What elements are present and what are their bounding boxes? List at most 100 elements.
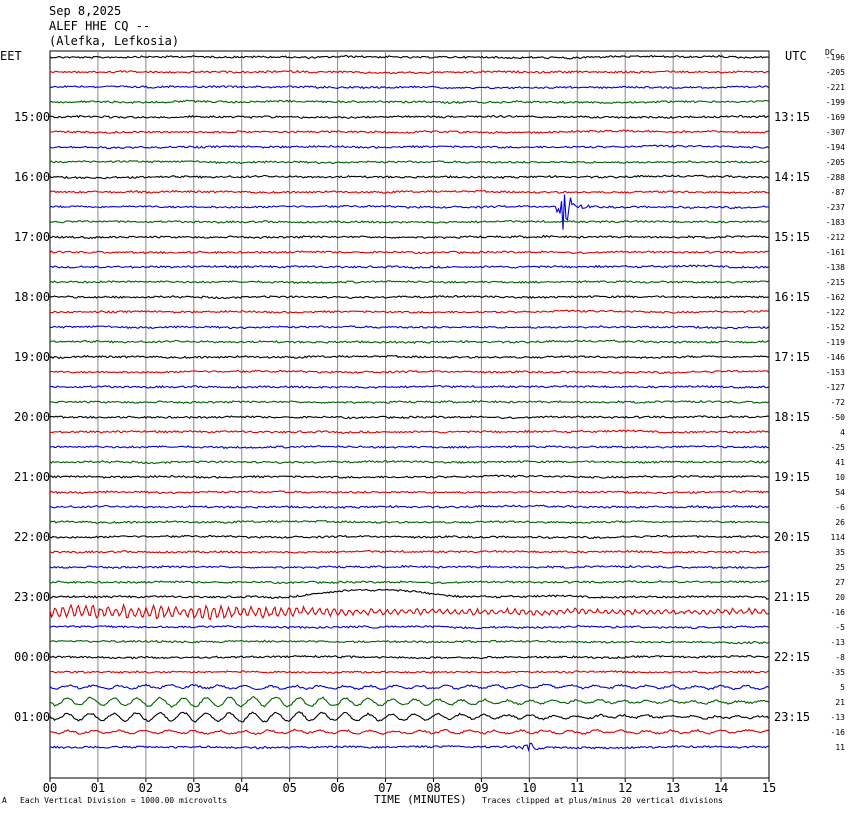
trace-line (49, 384, 769, 389)
left-time-label: 00:00 (14, 650, 50, 664)
trace-line (49, 354, 769, 360)
trace-line (50, 474, 769, 479)
x-tick-label: 04 (235, 781, 249, 795)
trace-line (49, 683, 769, 691)
dc-offset-label: -237 (826, 203, 845, 212)
dc-offset-label: -25 (831, 443, 846, 452)
dc-offset-label: -16 (831, 728, 846, 737)
x-tick-label: 01 (91, 781, 105, 795)
trace-line (49, 742, 769, 753)
dc-offset-label: -205 (826, 158, 845, 167)
trace-line (49, 728, 769, 736)
dc-offset-label: -205 (826, 68, 845, 77)
dc-offset-label: 26 (835, 518, 845, 527)
right-time-label: 13:15 (774, 110, 810, 124)
x-tick-label: 06 (330, 781, 344, 795)
trace-line (49, 194, 769, 230)
dc-offset-label: -127 (826, 383, 845, 392)
trace-line (49, 160, 769, 165)
dc-offset-label: -194 (826, 143, 845, 152)
dc-offset-label: -87 (831, 188, 846, 197)
right-time-label: 23:15 (774, 710, 810, 724)
dc-offset-label: -153 (826, 368, 845, 377)
dc-offset-label: -50 (831, 413, 846, 422)
dc-offset-label: 5 (840, 683, 845, 692)
right-time-label: 14:15 (774, 170, 810, 184)
dc-offset-label: -307 (826, 128, 845, 137)
dc-offset-label: -72 (831, 398, 846, 407)
header-date: Sep 8,2025 (49, 4, 122, 18)
dc-offset-label: -138 (826, 263, 845, 272)
trace-line (49, 490, 769, 495)
dc-offset-label: 10 (835, 473, 845, 482)
dc-offset-label: -169 (826, 113, 845, 122)
trace-line (49, 234, 769, 240)
dc-offset-label: -6 (835, 503, 845, 512)
corner-mark: A (2, 796, 7, 805)
dc-offset-label: 21 (835, 698, 845, 707)
dc-offset-label: 20 (835, 593, 845, 602)
x-tick-label: 15 (762, 781, 776, 795)
dc-offset-label: 41 (835, 458, 845, 467)
trace-line (49, 711, 769, 723)
dc-offset-label: -146 (826, 353, 845, 362)
trace-line (49, 520, 769, 525)
dc-offset-header: DC (825, 48, 835, 57)
trace-line (49, 144, 769, 150)
trace-line (50, 114, 769, 119)
trace-line (49, 654, 769, 660)
trace-line (49, 129, 769, 135)
x-tick-label: 14 (714, 781, 728, 795)
clip-note: Traces clipped at plus/minus 20 vertical… (482, 796, 723, 805)
x-tick-label: 07 (378, 781, 392, 795)
left-time-label: 23:00 (14, 590, 50, 604)
x-tick-label: 02 (139, 781, 153, 795)
dc-offset-label: 11 (835, 743, 845, 752)
x-tick-label: 03 (187, 781, 201, 795)
dc-offset-label: 35 (835, 548, 845, 557)
trace-line (49, 415, 769, 420)
right-time-label: 18:15 (774, 410, 810, 424)
trace-line (49, 295, 769, 300)
trace-line (49, 588, 769, 600)
dc-offset-label: -13 (831, 638, 846, 647)
trace-line (50, 325, 769, 330)
dc-offset-label: -5 (835, 623, 845, 632)
trace-line (49, 264, 769, 269)
x-tick-label: 13 (666, 781, 680, 795)
trace-line (49, 189, 769, 195)
dc-offset-label: -35 (831, 668, 846, 677)
header-station: ALEF HHE CQ -- (49, 19, 151, 33)
trace-line (49, 639, 769, 645)
dc-offset-label: -16 (831, 608, 846, 617)
trace-line (49, 603, 769, 621)
dc-offset-label: -212 (826, 233, 845, 242)
dc-offset-label: -119 (826, 338, 845, 347)
trace-line (49, 84, 769, 90)
trace-line (49, 696, 769, 708)
left-time-label: 16:00 (14, 170, 50, 184)
trace-line (49, 54, 769, 60)
x-tick-label: 09 (474, 781, 488, 795)
left-time-label: 15:00 (14, 110, 50, 124)
trace-line (49, 99, 769, 105)
trace-line (49, 280, 769, 285)
right-time-label: 22:15 (774, 650, 810, 664)
right-time-label: 19:15 (774, 470, 810, 484)
trace-line (49, 339, 769, 345)
trace-line (49, 250, 769, 255)
right-time-label: 17:15 (774, 350, 810, 364)
trace-line (49, 670, 769, 675)
trace-line (49, 444, 769, 450)
trace-line (49, 174, 769, 180)
x-axis-title: TIME (MINUTES) (374, 793, 467, 806)
header-location: (Alefka, Lefkosia) (49, 34, 180, 48)
dc-offset-label: -122 (826, 308, 845, 317)
left-time-label: 19:00 (14, 350, 50, 364)
dc-offset-label: -199 (826, 98, 845, 107)
left-time-label: 20:00 (14, 410, 50, 424)
right-timezone-label: UTC (785, 49, 807, 63)
trace-line (50, 219, 769, 224)
trace-line (49, 369, 769, 375)
